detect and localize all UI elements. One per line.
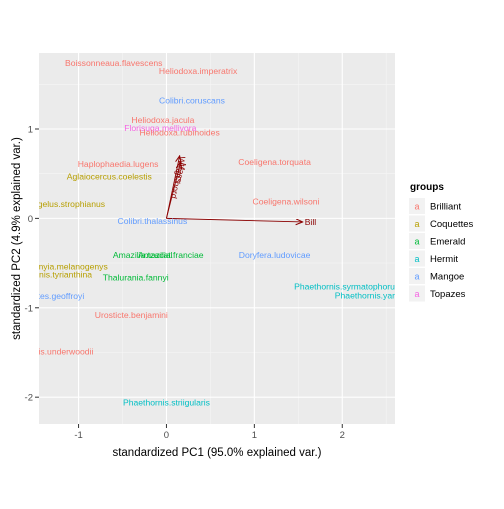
- legend-entry-label: Mangoe: [430, 272, 464, 283]
- observation-label: Haplophaedia.lugens: [78, 159, 159, 169]
- observation-label: Coeligena.wilsoni: [253, 196, 320, 206]
- minor-gridlines: [39, 53, 395, 424]
- legend-entry-label: Hermit: [430, 254, 458, 265]
- loading-label: Mass: [174, 162, 189, 184]
- y-tick-label: 0: [28, 214, 33, 225]
- legend-key: [409, 215, 425, 232]
- observation-label: Colibri.thalassinus: [118, 216, 188, 226]
- legend-entry-label: Emerald: [430, 237, 465, 248]
- loading-arrow: [166, 217, 302, 222]
- y-axis-ticks: -2 -1 0 1: [25, 124, 39, 404]
- legend: groups a Brilliant a Coquettes a Emerald a Herm…: [409, 182, 474, 302]
- observation-label: Doryfera.ludovicae: [239, 250, 311, 260]
- observation-label: Coeligena.torquata: [238, 157, 311, 167]
- observation-label: Heliangelus.strophianus: [13, 199, 105, 209]
- observation-label: Urosticte.benjamini: [95, 310, 168, 320]
- observation-label: Florisuga.mellivora: [124, 123, 196, 133]
- observation-label: Lophornis.tyrianthina: [12, 270, 92, 280]
- loading-arrow: [166, 162, 180, 219]
- observation-labels: Boissonneaua.flavescensHeliodoxa.imperat…: [2, 58, 412, 408]
- legend-entry-label: Brilliant: [430, 202, 462, 213]
- y-tick-label: -2: [25, 393, 33, 404]
- y-axis-label: standardized PC2 (4.9% explained var.): [11, 137, 23, 340]
- legend-entry-label: Topazes: [430, 289, 466, 300]
- legend-key: [409, 233, 425, 249]
- legend-title: groups: [410, 182, 444, 193]
- x-tick-label: -1: [74, 430, 82, 441]
- observation-label: Phaethornis.striigularis: [123, 398, 210, 408]
- legend-key-glyph: a: [414, 219, 419, 229]
- observation-label: Phaethornis.yaruqui: [335, 290, 412, 300]
- major-gridlines: [39, 53, 395, 424]
- y-tick-label: 1: [28, 124, 33, 135]
- legend-key: [409, 250, 425, 267]
- legend-entries: a Brilliant a Coquettes a Emerald a Hermit a Mang…: [409, 198, 474, 302]
- observation-label: Schistes.geoffroyi: [17, 291, 85, 301]
- observation-label: Eriocnemis.underwoodii: [2, 347, 93, 357]
- observation-label: Heliodoxa.imperatrix: [159, 66, 238, 76]
- x-axis-label: standardized PC1 (95.0% explained var.): [112, 447, 321, 459]
- observation-label: Heliodoxa.rubinoides: [140, 128, 220, 138]
- legend-key: [409, 285, 425, 302]
- observation-label: Amazilia.tzacatl: [113, 250, 173, 260]
- x-tick-label: 0: [164, 430, 169, 441]
- x-tick-label: 1: [252, 430, 257, 441]
- observation-label: Adelomyia.melanogenys: [14, 262, 108, 272]
- x-axis-ticks: -1 0 1 2: [74, 424, 345, 441]
- observation-label: Boissonneaua.flavescens: [65, 58, 162, 68]
- loading-label: Bill: [305, 217, 317, 227]
- observation-label: Heliodoxa.jacula: [131, 115, 194, 125]
- legend-key-glyph: a: [414, 254, 419, 264]
- legend-entry-label: Coquettes: [430, 219, 474, 230]
- legend-key: [409, 268, 425, 284]
- observation-label: Colibri.coruscans: [159, 95, 225, 105]
- observation-label: Amazilia.franciae: [138, 250, 204, 260]
- legend-key: [409, 198, 425, 214]
- legend-key-glyph: a: [414, 289, 419, 299]
- x-tick-label: 2: [340, 430, 345, 441]
- y-tick-label: -1: [25, 303, 33, 314]
- observation-label: Thalurania.fannyi: [103, 272, 169, 282]
- legend-key-glyph: a: [414, 237, 419, 247]
- observation-label: Aglaiocercus.coelestis: [67, 171, 152, 181]
- plot-panel: [39, 53, 395, 424]
- legend-key-glyph: a: [414, 202, 419, 212]
- observation-label: Phaethornis.syrmatophorus: [294, 281, 399, 291]
- legend-key-glyph: a: [414, 272, 419, 282]
